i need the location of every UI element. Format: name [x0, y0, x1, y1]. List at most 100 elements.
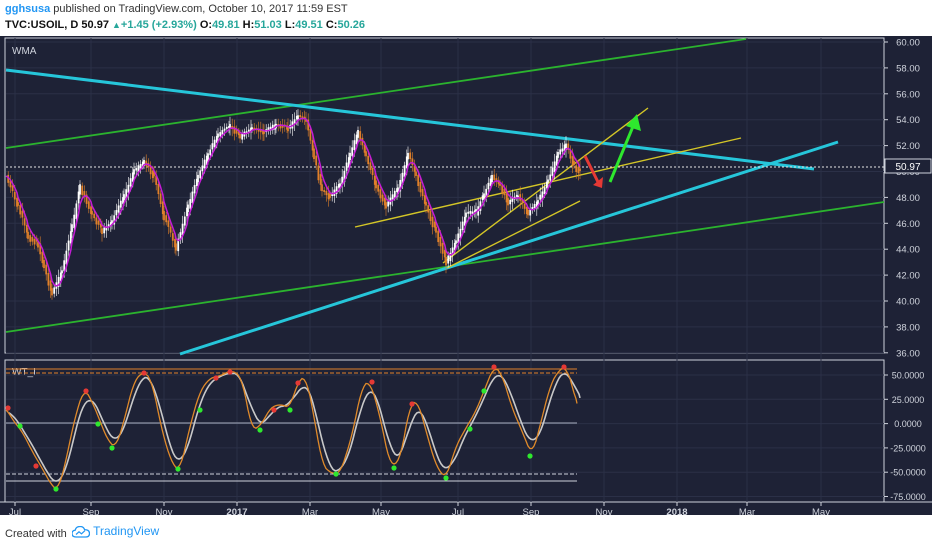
- author-link[interactable]: gghsusa: [5, 3, 51, 15]
- open-label: O:: [199, 19, 213, 31]
- last-price-label: 50.97: [895, 162, 920, 173]
- candle: [579, 168, 581, 172]
- open-value: 49.81: [212, 19, 240, 31]
- candle: [437, 230, 440, 243]
- candle: [286, 125, 288, 130]
- candle: [263, 131, 265, 134]
- candle: [323, 190, 326, 193]
- osc-cross-dot: [95, 421, 101, 427]
- candle: [347, 157, 350, 168]
- candle: [491, 175, 493, 182]
- candle: [541, 191, 544, 200]
- osc-levels: [6, 368, 577, 482]
- candle: [193, 185, 196, 194]
- osc-tick-label: -75.0000: [890, 492, 926, 502]
- time-tick-label: Jul: [452, 507, 464, 515]
- candle: [511, 197, 514, 202]
- time-tick-label: Mar: [302, 507, 318, 515]
- candle: [203, 159, 206, 169]
- candle: [575, 165, 578, 172]
- candle: [45, 264, 48, 275]
- candle: [417, 174, 420, 186]
- candle: [39, 243, 42, 255]
- candle: [355, 134, 358, 145]
- created-with-text: Created with: [5, 528, 67, 540]
- candle: [353, 140, 356, 151]
- candle: [313, 148, 315, 160]
- osc-cross-dot: [175, 466, 181, 472]
- candle: [63, 260, 66, 272]
- candle: [393, 190, 396, 198]
- price-tick-label: 38.00: [896, 322, 920, 333]
- price-tick-label: 46.00: [896, 219, 920, 230]
- chart-svg[interactable]: 60.0058.0056.0054.0052.0050.0048.0046.00…: [0, 36, 932, 518]
- osc-tick-label: 25.0000: [892, 395, 925, 405]
- candle: [151, 170, 154, 178]
- price-axis: 60.0058.0056.0054.0052.0050.0048.0046.00…: [884, 38, 920, 359]
- candle: [125, 189, 128, 200]
- candle: [401, 172, 404, 185]
- candle: [279, 124, 282, 129]
- candle: [571, 156, 574, 166]
- candle: [153, 172, 155, 177]
- candle: [103, 227, 106, 234]
- candle: [455, 240, 457, 244]
- candle: [73, 214, 76, 229]
- candle: [129, 178, 132, 187]
- candle: [447, 255, 450, 264]
- candle: [113, 215, 116, 225]
- candle: [131, 172, 134, 182]
- price-tick-label: 56.00: [896, 89, 920, 100]
- candle: [485, 188, 488, 198]
- candle: [557, 152, 559, 158]
- candle: [457, 233, 460, 243]
- candle: [221, 130, 224, 135]
- symbol: TVC:USOIL, D: [5, 19, 79, 31]
- candle: [385, 202, 387, 209]
- candle: [237, 131, 240, 136]
- osc-grid: [6, 374, 884, 497]
- candle: [473, 210, 476, 213]
- candle: [493, 174, 496, 181]
- candle: [396, 188, 398, 193]
- candle: [207, 153, 209, 161]
- candle: [351, 147, 354, 157]
- candle: [465, 212, 467, 218]
- candle: [95, 217, 98, 225]
- candle: [309, 128, 312, 141]
- osc-cross-dot: [141, 370, 147, 376]
- candle: [421, 188, 424, 197]
- chart-area[interactable]: 60.0058.0056.0054.0052.0050.0048.0046.00…: [0, 36, 932, 518]
- candle: [523, 203, 526, 209]
- candle: [425, 201, 427, 206]
- candle: [469, 211, 472, 214]
- osc-cross-dot: [227, 369, 233, 375]
- candle: [267, 127, 270, 132]
- osc-cross-dot: [491, 364, 497, 370]
- candle: [228, 126, 230, 129]
- candle: [321, 184, 323, 192]
- candle: [189, 199, 192, 209]
- channel-yellow-base: [446, 200, 581, 269]
- trendlines: [5, 38, 885, 356]
- green-up-arrow: [608, 114, 641, 183]
- osc-cross-dot: [53, 486, 59, 492]
- red-down-arrow: [583, 155, 603, 188]
- candle: [317, 165, 320, 181]
- last-price-label-box: [884, 158, 932, 174]
- candle: [133, 169, 135, 175]
- osc-tick-label: -50.0000: [890, 468, 926, 478]
- candle: [573, 160, 575, 165]
- candle: [187, 204, 189, 213]
- tradingview-brand[interactable]: TradingView: [71, 524, 159, 538]
- candle: [197, 174, 199, 183]
- candle: [21, 210, 24, 218]
- candle: [345, 162, 348, 171]
- candle: [161, 201, 164, 214]
- high-value: 51.03: [254, 19, 282, 31]
- candle: [329, 193, 331, 198]
- candle: [383, 197, 386, 206]
- low-value: 49.51: [295, 19, 323, 31]
- price-tick-label: 58.00: [896, 63, 920, 74]
- candle: [51, 288, 53, 296]
